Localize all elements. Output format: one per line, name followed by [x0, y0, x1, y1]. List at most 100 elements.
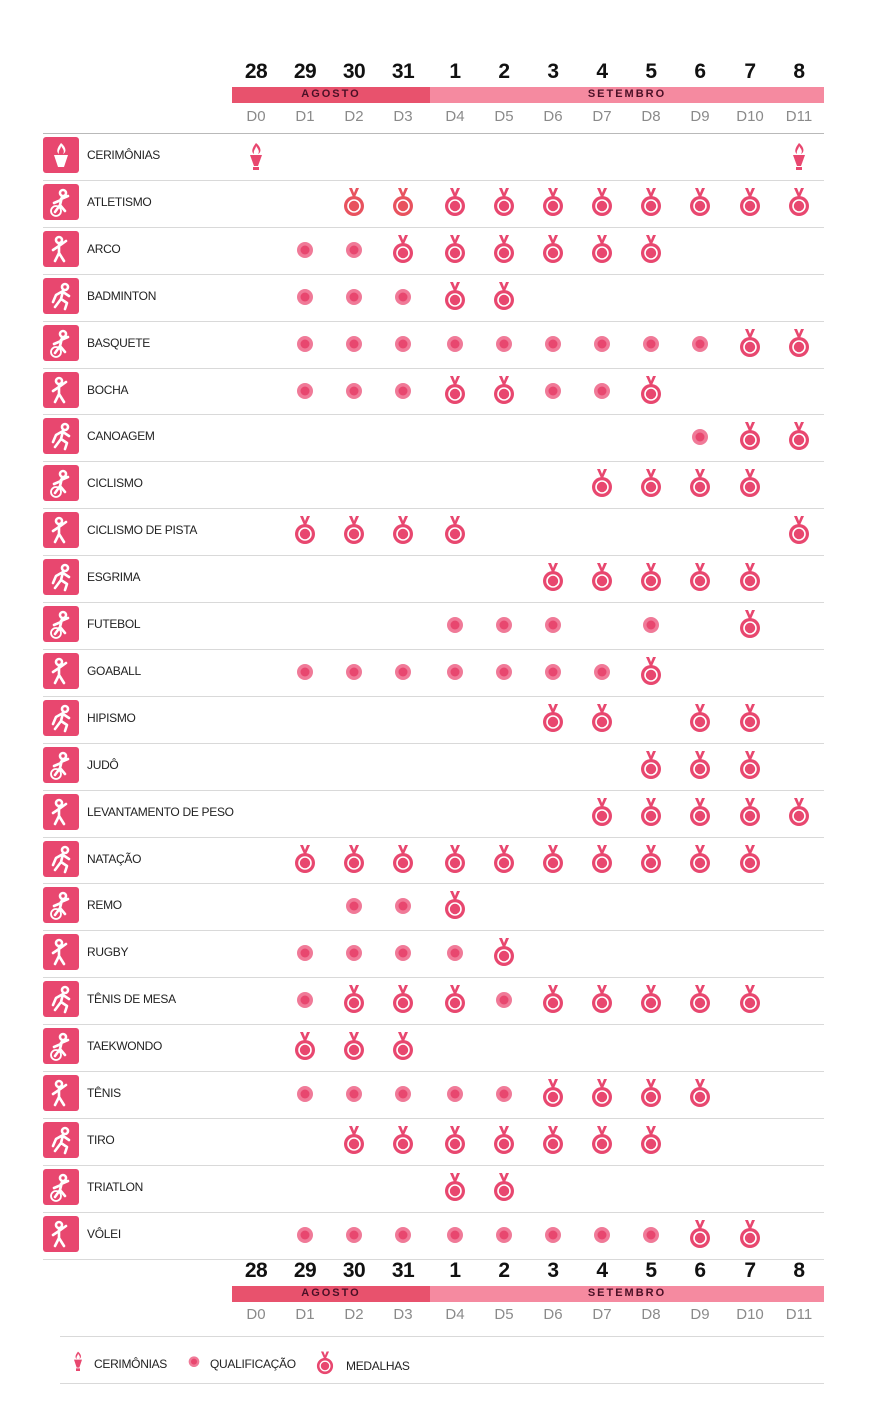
qualification-dot-icon: [489, 602, 519, 649]
boccia-icon: [43, 371, 79, 408]
divider: [43, 837, 824, 838]
table-row: HIPISMO: [43, 696, 824, 743]
divider: [60, 1383, 824, 1384]
qualification-dot-icon: [388, 1212, 418, 1259]
date-number: 3: [547, 60, 559, 83]
qualification-dot-icon: [440, 1071, 470, 1118]
divider: [43, 274, 824, 275]
rugby-icon: [43, 934, 79, 971]
divider: [43, 555, 824, 556]
medal-icon: [538, 837, 568, 884]
table-row: BADMINTON: [43, 274, 824, 321]
medal-icon: [440, 1118, 470, 1165]
medal-icon: [735, 790, 765, 837]
medal-icon: [735, 1212, 765, 1259]
date-number: 30: [342, 1259, 366, 1282]
torch-icon: [241, 133, 271, 180]
volleyball-icon: [43, 1215, 79, 1252]
qualification-dot-icon: [489, 649, 519, 696]
football-icon: [43, 606, 79, 642]
day-code: D3: [393, 108, 413, 125]
canoe-icon: [43, 418, 79, 455]
table-row: FUTEBOL: [43, 602, 824, 649]
medal-icon: [290, 837, 320, 884]
medal-icon: [636, 977, 666, 1024]
medal-icon: [388, 227, 418, 274]
table-row: ARCO: [43, 227, 824, 274]
day-code: D4: [445, 1306, 465, 1323]
month-label-september: SETEMBRO: [587, 1287, 667, 1299]
medal-icon: [735, 555, 765, 602]
medal-icon: [388, 1118, 418, 1165]
month-label-august: AGOSTO: [301, 1287, 361, 1299]
medal-icon: [636, 837, 666, 884]
medal-icon: [489, 930, 519, 977]
medal-icon: [440, 368, 470, 415]
divider: [43, 1071, 824, 1072]
day-code: D11: [785, 108, 813, 125]
table-row: BASQUETE: [43, 321, 824, 368]
qualification-dot-icon: [290, 977, 320, 1024]
day-code: D0: [246, 108, 266, 125]
medal-icon: [388, 837, 418, 884]
medal-icon: [735, 180, 765, 227]
table-row: ATLETISMO: [43, 180, 824, 227]
table-row: JUDÔ: [43, 743, 824, 790]
qualification-dot-icon: [440, 602, 470, 649]
qualification-dot-icon: [636, 602, 666, 649]
medal-icon: [587, 790, 617, 837]
qualification-dot-icon: [388, 368, 418, 415]
table-row: GOABALL: [43, 649, 824, 696]
date-number: 7: [744, 1259, 756, 1282]
divider: [43, 649, 824, 650]
qualification-dot-icon: [440, 1212, 470, 1259]
medal-icon: [440, 180, 470, 227]
medal-icon: [784, 180, 814, 227]
qualification-dot-icon: [440, 321, 470, 368]
divider: [43, 790, 824, 791]
medal-icon: [489, 1165, 519, 1212]
medal-icon: [290, 1024, 320, 1071]
qualification-dot-icon: [538, 649, 568, 696]
medal-icon: [489, 180, 519, 227]
qualification-dot-icon: [290, 649, 320, 696]
medal-icon: [587, 1118, 617, 1165]
date-number: 29: [293, 60, 317, 83]
day-code: D5: [494, 1306, 514, 1323]
day-code: D8: [641, 108, 661, 125]
torch-icon: [784, 133, 814, 180]
table-row: BOCHA: [43, 368, 824, 415]
divider: [43, 977, 824, 978]
day-code: D3: [393, 1306, 413, 1323]
qualification-dot-icon: [489, 1212, 519, 1259]
date-number: 1: [449, 60, 461, 83]
month-band-august: AGOSTO: [232, 1286, 430, 1302]
medal-icon: [784, 321, 814, 368]
table-row: LEVANTAMENTO DE PESO: [43, 790, 824, 837]
divider: [43, 508, 824, 509]
date-row: 28 29 30 31 1 2 3 4 5 6 7 8: [0, 1259, 889, 1285]
medal-icon: [636, 790, 666, 837]
day-code: D2: [344, 1306, 364, 1323]
sport-name: TAEKWONDO: [87, 1039, 163, 1054]
medal-icon: [685, 555, 715, 602]
sport-name: NATAÇÃO: [87, 851, 142, 866]
date-number: 3: [547, 1259, 559, 1282]
judo-icon: [43, 746, 79, 783]
day-code: D10: [736, 108, 764, 125]
qualification-dot-icon: [339, 649, 369, 696]
qualification-dot-icon: [290, 321, 320, 368]
medal-icon: [538, 1071, 568, 1118]
divider: [43, 1212, 824, 1213]
date-number: 8: [793, 1259, 805, 1282]
qualification-dot-icon: [489, 1071, 519, 1118]
date-number: 30: [342, 60, 366, 83]
day-code: D6: [543, 1306, 563, 1323]
table-row: TÊNIS: [43, 1071, 824, 1118]
divider: [43, 1118, 824, 1119]
qualification-dot-icon: [587, 368, 617, 415]
qualification-dot-icon: [388, 883, 418, 930]
qualification-dot-icon: [339, 1071, 369, 1118]
medal-icon: [538, 180, 568, 227]
sport-name: ATLETISMO: [87, 194, 152, 209]
